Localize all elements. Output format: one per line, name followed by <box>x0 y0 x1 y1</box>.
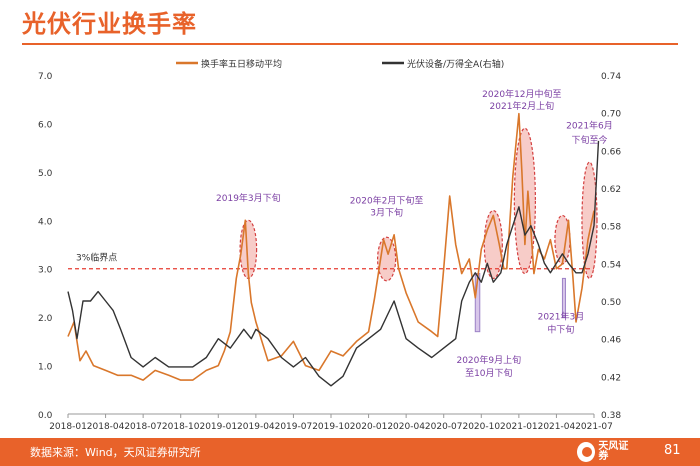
annotation-text: 2021年2月上旬 <box>490 100 555 112</box>
turnover-line <box>67 112 595 381</box>
annotation-text: 2020年9月上旬 <box>456 354 521 366</box>
y-right-tick-label: 0.58 <box>601 223 621 233</box>
x-tick-label: 2019-01 <box>199 422 237 432</box>
y-right-tick-label: 0.46 <box>601 336 621 346</box>
x-tick-label: 2019-07 <box>275 422 313 432</box>
x-tick-label: 2018-07 <box>124 422 162 432</box>
y-left-tick-label: 0.0 <box>38 411 53 421</box>
x-tick-label: 2020-10 <box>462 422 500 432</box>
logo-icon <box>577 442 596 462</box>
y-right-tick-label: 0.54 <box>601 260 621 270</box>
y-right-tick-label: 0.50 <box>601 298 621 308</box>
x-tick-label: 2021-01 <box>500 422 538 432</box>
page-number: 81 <box>664 443 681 458</box>
y-right-tick-label: 0.70 <box>601 110 621 120</box>
x-tick-label: 2018-04 <box>87 422 125 432</box>
annotation-text: 2021年3月 <box>538 311 585 323</box>
annotation-text: 2020年12月中旬至 <box>482 88 561 100</box>
highlight-box <box>561 277 566 318</box>
legend-label-turnover: 换手率五日移动平均 <box>201 58 282 70</box>
annotation-text: 2020年2月下旬至 <box>350 194 424 206</box>
threshold-label: 3%临界点 <box>76 252 117 264</box>
y-right-tick-label: 0.62 <box>601 185 621 195</box>
y-left-tick-label: 7.0 <box>38 72 53 82</box>
y-left-tick-label: 3.0 <box>38 266 53 276</box>
x-tick-label: 2021-04 <box>538 422 576 432</box>
annotation-text: 中下旬 <box>547 324 574 336</box>
y-left-tick-label: 6.0 <box>38 120 53 130</box>
y-right-tick-label: 0.38 <box>601 411 621 421</box>
annotation-text: 至10月下旬 <box>465 367 512 379</box>
y-left-tick-label: 1.0 <box>38 363 53 373</box>
y-left-tick-label: 2.0 <box>38 314 53 324</box>
relative-index-line <box>67 140 600 387</box>
page-title: 光伏行业换手率 <box>22 10 197 38</box>
annotation-text: 2021年6月 <box>566 119 613 131</box>
x-tick-label: 2021-07 <box>575 422 613 432</box>
annotation-text: 下旬至今 <box>571 134 607 146</box>
y-left-tick-label: 5.0 <box>38 169 53 179</box>
y-right-tick-label: 0.74 <box>601 72 621 82</box>
brand-logo: 天风证券 <box>577 440 635 464</box>
x-tick-label: 2018-01 <box>49 422 87 432</box>
source-note: 数据来源：Wind，天风证券研究所 <box>30 446 201 459</box>
x-tick-label: 2019-10 <box>312 422 350 432</box>
x-tick-label: 2018-10 <box>162 422 200 432</box>
x-tick-label: 2019-04 <box>237 422 275 432</box>
logo-text: 天风证券 <box>598 441 629 462</box>
x-tick-label: 2020-04 <box>387 422 425 432</box>
y-right-tick-label: 0.66 <box>601 147 621 157</box>
annotation-text: 3月下旬 <box>370 206 403 218</box>
annotation-text: 2019年3月下旬 <box>216 192 281 204</box>
y-right-tick-label: 0.42 <box>601 373 621 383</box>
highlight-ellipse <box>581 161 598 280</box>
x-tick-label: 2020-07 <box>425 422 463 432</box>
y-left-tick-label: 4.0 <box>38 217 53 227</box>
x-tick-label: 2020-01 <box>350 422 388 432</box>
title-divider <box>22 43 678 45</box>
highlight-ellipse <box>513 127 536 275</box>
legend-label-relative: 光伏设备/万得全A(右轴) <box>407 58 504 70</box>
